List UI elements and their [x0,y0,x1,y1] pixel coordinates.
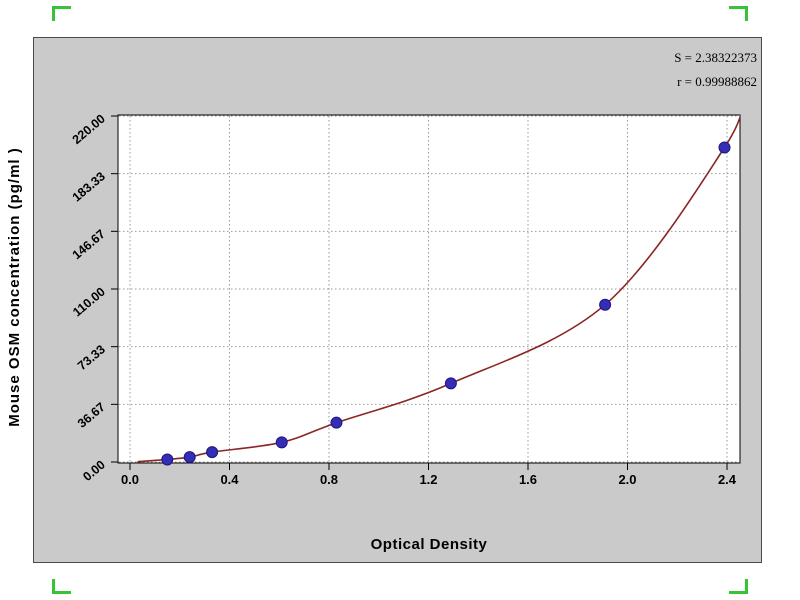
stat-r-value: r = 0.99988862 [677,74,757,89]
svg-text:1.2: 1.2 [419,472,437,487]
svg-text:73.33: 73.33 [75,342,108,373]
svg-text:36.67: 36.67 [75,400,108,431]
corner-mark-bottom-left-icon [52,579,71,594]
svg-text:183.33: 183.33 [70,169,108,204]
svg-text:0.00: 0.00 [80,458,108,484]
svg-text:0.4: 0.4 [220,472,239,487]
x-axis-title: Optical Density [370,536,488,553]
svg-text:2.4: 2.4 [718,472,737,487]
fit-statistics: S = 2.38322373 r = 0.99988862 [674,46,757,94]
svg-text:110.00: 110.00 [70,285,108,320]
y-axis-title: Mouse OSM concentration (pg/ml ) [6,147,23,427]
stat-s-value: S = 2.38322373 [674,50,757,65]
corner-mark-top-left-icon [52,6,71,21]
svg-text:0.8: 0.8 [320,472,338,487]
corner-mark-top-right-icon [729,6,748,21]
svg-text:2.0: 2.0 [618,472,636,487]
corner-mark-bottom-right-icon [729,579,748,594]
svg-text:146.67: 146.67 [70,227,108,262]
svg-text:0.0: 0.0 [121,472,139,487]
svg-text:1.6: 1.6 [519,472,537,487]
svg-text:220.00: 220.00 [70,112,108,147]
